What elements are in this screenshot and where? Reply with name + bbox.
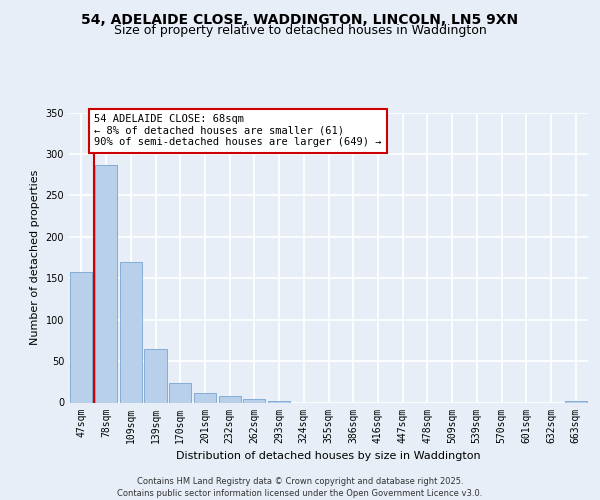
Bar xyxy=(119,262,142,402)
Bar xyxy=(169,384,191,402)
Bar xyxy=(145,348,167,403)
X-axis label: Distribution of detached houses by size in Waddington: Distribution of detached houses by size … xyxy=(176,451,481,461)
Bar xyxy=(268,401,290,402)
Bar xyxy=(218,396,241,402)
Y-axis label: Number of detached properties: Number of detached properties xyxy=(30,170,40,345)
Text: Contains HM Land Registry data © Crown copyright and database right 2025.
Contai: Contains HM Land Registry data © Crown c… xyxy=(118,476,482,498)
Bar xyxy=(243,399,265,402)
Text: Size of property relative to detached houses in Waddington: Size of property relative to detached ho… xyxy=(113,24,487,37)
Bar xyxy=(70,272,92,402)
Bar xyxy=(194,394,216,402)
Text: 54 ADELAIDE CLOSE: 68sqm
← 8% of detached houses are smaller (61)
90% of semi-de: 54 ADELAIDE CLOSE: 68sqm ← 8% of detache… xyxy=(94,114,382,148)
Bar xyxy=(95,164,117,402)
Bar xyxy=(565,401,587,402)
Text: 54, ADELAIDE CLOSE, WADDINGTON, LINCOLN, LN5 9XN: 54, ADELAIDE CLOSE, WADDINGTON, LINCOLN,… xyxy=(82,12,518,26)
